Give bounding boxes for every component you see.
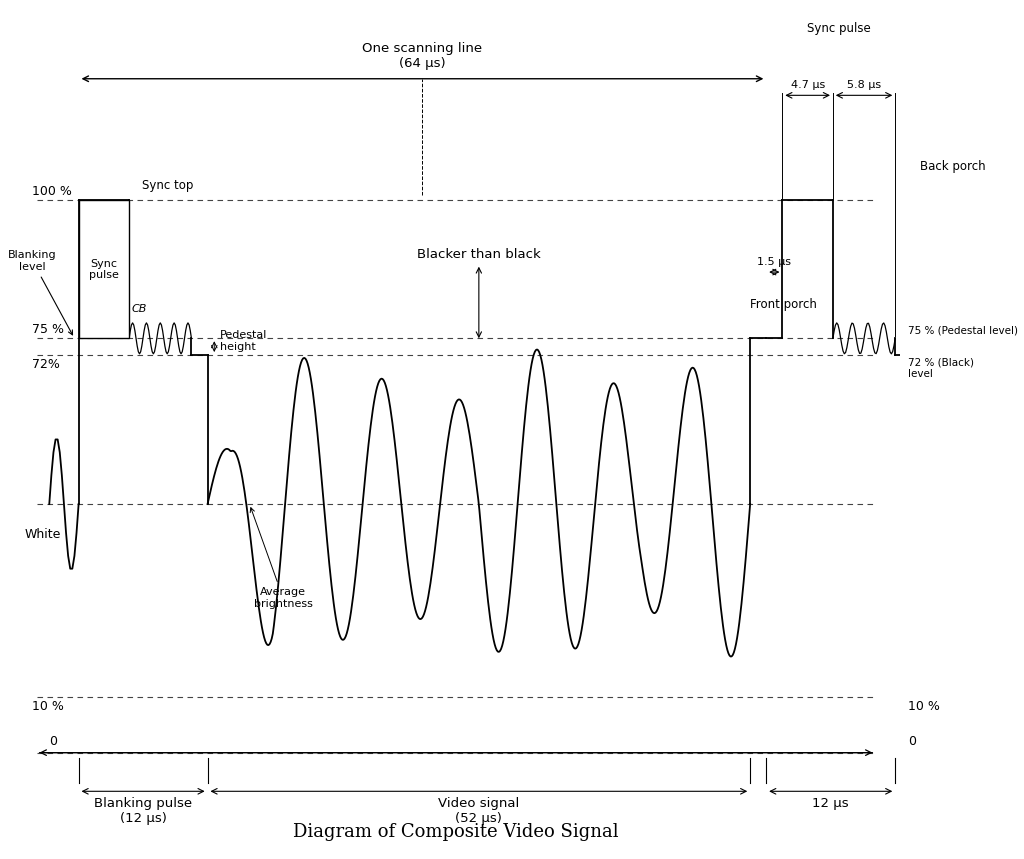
Text: 10 %: 10 %	[33, 700, 65, 713]
Text: Blacker than black: Blacker than black	[417, 248, 541, 337]
Text: Sync pulse: Sync pulse	[807, 21, 870, 34]
Text: Blanking
level: Blanking level	[8, 250, 73, 335]
Text: Diagram of Composite Video Signal: Diagram of Composite Video Signal	[293, 823, 618, 841]
Text: White: White	[25, 528, 60, 541]
Text: 0: 0	[908, 735, 915, 748]
Text: Video signal
(52 μs): Video signal (52 μs)	[438, 797, 519, 825]
Text: Front porch: Front porch	[750, 298, 817, 311]
Text: Blanking pulse
(12 μs): Blanking pulse (12 μs)	[94, 797, 193, 825]
Text: Sync top: Sync top	[141, 179, 194, 192]
Text: Pedestal
height: Pedestal height	[220, 331, 267, 352]
Text: 5.8 μs: 5.8 μs	[847, 80, 881, 90]
Text: Back porch: Back porch	[921, 160, 986, 173]
Text: CB: CB	[132, 303, 147, 314]
Text: 4.7 μs: 4.7 μs	[791, 80, 824, 90]
Text: 1.5 μs: 1.5 μs	[758, 257, 792, 266]
Text: One scanning line
(64 μs): One scanning line (64 μs)	[362, 42, 482, 70]
Text: 100 %: 100 %	[33, 185, 73, 198]
Text: 75 %: 75 %	[33, 323, 65, 336]
Text: Sync
pulse: Sync pulse	[89, 259, 119, 280]
Text: 0: 0	[49, 735, 57, 748]
Text: 72 % (Black)
level: 72 % (Black) level	[908, 357, 974, 380]
Bar	[79, 200, 129, 338]
Text: 10 %: 10 %	[908, 700, 940, 713]
Text: Average
brightness: Average brightness	[250, 508, 312, 608]
Text: 12 μs: 12 μs	[812, 797, 849, 810]
Text: 72%: 72%	[33, 357, 60, 371]
Text: 75 % (Pedestal level): 75 % (Pedestal level)	[908, 326, 1018, 336]
